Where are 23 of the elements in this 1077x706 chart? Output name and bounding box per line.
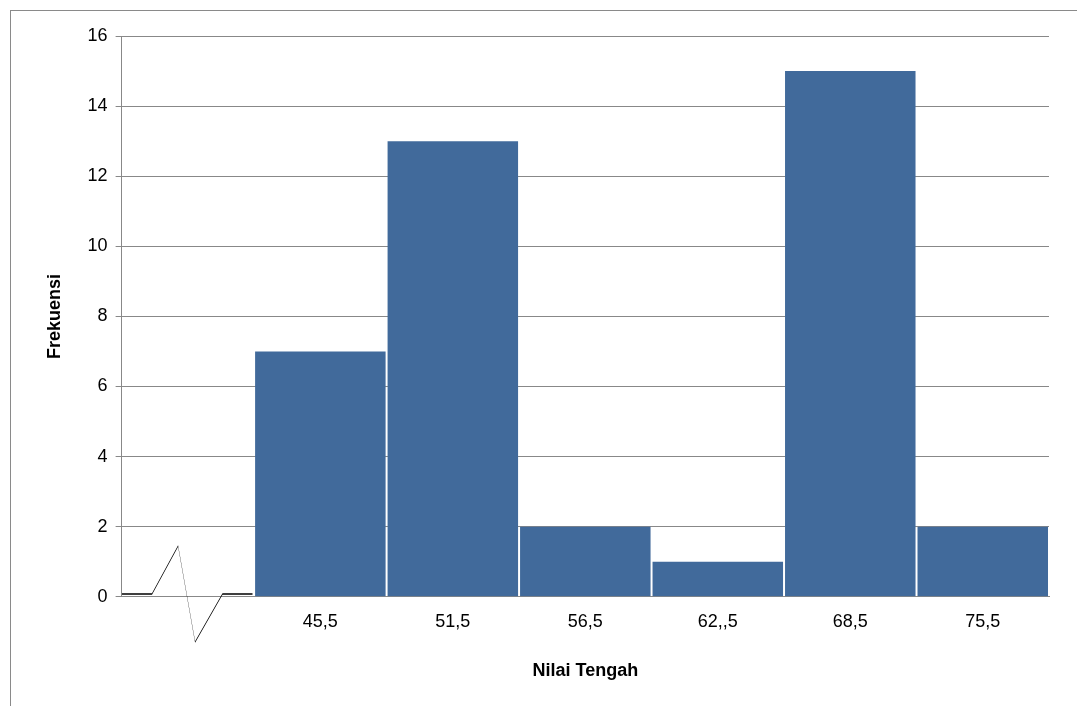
bar bbox=[520, 526, 651, 597]
y-tick-label: 0 bbox=[97, 585, 108, 606]
y-tick-label: 10 bbox=[87, 235, 108, 256]
y-tick-label: 2 bbox=[97, 515, 108, 536]
x-axis-title: Nilai Tengah bbox=[532, 660, 639, 681]
y-tick-label: 6 bbox=[97, 375, 108, 396]
x-tick-label: 68,5 bbox=[832, 610, 868, 631]
bar bbox=[255, 351, 386, 597]
bar bbox=[785, 71, 916, 597]
y-tick-label: 16 bbox=[87, 24, 108, 45]
y-axis-title: Frekuensi bbox=[43, 273, 64, 359]
y-tick-label: 12 bbox=[87, 165, 108, 186]
x-tick-label: 62,,5 bbox=[697, 610, 738, 631]
y-tick-label: 8 bbox=[97, 305, 108, 326]
x-tick-label: 75,5 bbox=[965, 610, 1001, 631]
y-tick-label: 14 bbox=[87, 95, 108, 116]
y-tick-label: 4 bbox=[97, 445, 108, 466]
bar bbox=[917, 526, 1049, 597]
bar bbox=[387, 141, 519, 597]
bar bbox=[652, 561, 784, 597]
x-tick-label: 51,5 bbox=[435, 610, 471, 631]
x-tick-label: 45,5 bbox=[302, 610, 338, 631]
x-tick-label: 56,5 bbox=[567, 610, 603, 631]
